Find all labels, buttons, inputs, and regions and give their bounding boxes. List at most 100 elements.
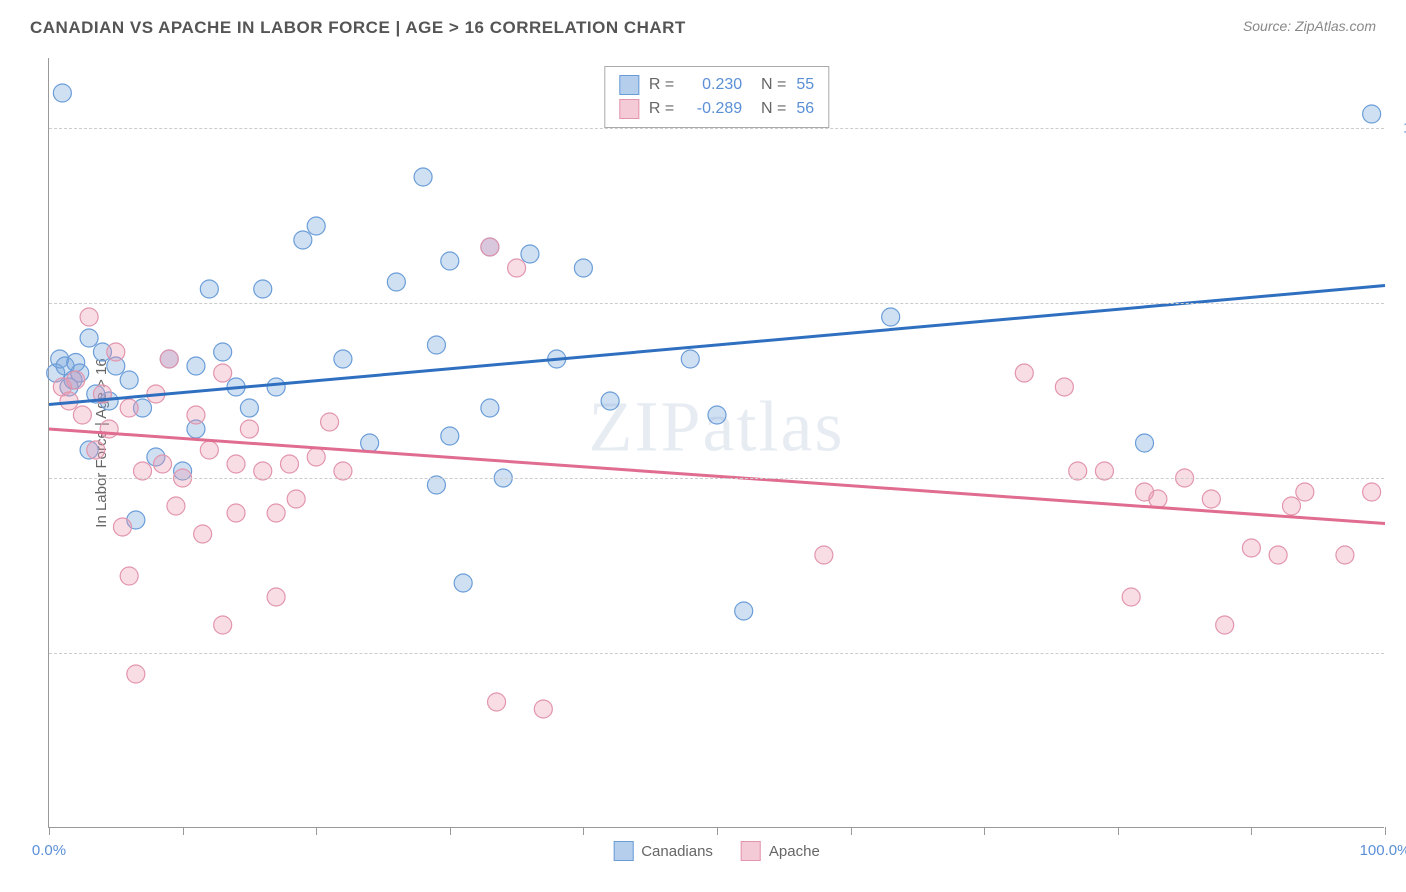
scatter-point <box>287 490 305 508</box>
stats-r-label: R = <box>649 76 674 94</box>
xtick <box>851 827 852 835</box>
source-attribution: Source: ZipAtlas.com <box>1243 18 1376 34</box>
scatter-point <box>427 336 445 354</box>
scatter-point <box>227 504 245 522</box>
scatter-point <box>521 245 539 263</box>
scatter-point <box>735 602 753 620</box>
scatter-point <box>1149 490 1167 508</box>
scatter-point <box>294 231 312 249</box>
gridline <box>49 653 1384 654</box>
scatter-point <box>1269 546 1287 564</box>
legend-swatch-canadians <box>613 841 633 861</box>
scatter-point <box>214 364 232 382</box>
scatter-point <box>681 350 699 368</box>
xtick <box>450 827 451 835</box>
stats-r-value-canadians: 0.230 <box>684 76 742 94</box>
scatter-point <box>160 350 178 368</box>
scatter-point <box>120 371 138 389</box>
scatter-point <box>200 280 218 298</box>
scatter-point <box>67 371 85 389</box>
scatter-point <box>267 588 285 606</box>
xtick-label-left: 0.0% <box>32 842 66 859</box>
scatter-point <box>307 448 325 466</box>
stats-swatch-apache <box>619 99 639 119</box>
legend-swatch-apache <box>741 841 761 861</box>
scatter-point <box>815 546 833 564</box>
stats-r-label: R = <box>649 100 674 118</box>
legend-item-canadians: Canadians <box>613 841 713 861</box>
scatter-point <box>454 574 472 592</box>
scatter-point <box>80 329 98 347</box>
scatter-point <box>601 392 619 410</box>
stats-row-apache: R = -0.289 N = 56 <box>619 97 814 121</box>
xtick <box>1118 827 1119 835</box>
scatter-point <box>1282 497 1300 515</box>
scatter-point <box>882 308 900 326</box>
scatter-point <box>100 420 118 438</box>
legend-label: Canadians <box>641 843 713 860</box>
xtick-label-right: 100.0% <box>1360 842 1406 859</box>
scatter-point <box>113 518 131 536</box>
scatter-point <box>254 280 272 298</box>
scatter-point <box>154 455 172 473</box>
chart-title: CANADIAN VS APACHE IN LABOR FORCE | AGE … <box>30 18 686 38</box>
scatter-point <box>120 567 138 585</box>
scatter-point <box>194 525 212 543</box>
scatter-point <box>1136 434 1154 452</box>
scatter-plot-svg <box>49 58 1384 827</box>
scatter-point <box>200 441 218 459</box>
scatter-point <box>481 238 499 256</box>
scatter-point <box>708 406 726 424</box>
scatter-point <box>1015 364 1033 382</box>
scatter-point <box>80 308 98 326</box>
scatter-point <box>187 406 205 424</box>
scatter-point <box>107 343 125 361</box>
xtick <box>1251 827 1252 835</box>
scatter-point <box>321 413 339 431</box>
scatter-point <box>534 700 552 718</box>
scatter-point <box>441 427 459 445</box>
scatter-point <box>574 259 592 277</box>
xtick <box>717 827 718 835</box>
scatter-point <box>73 406 91 424</box>
stats-swatch-canadians <box>619 75 639 95</box>
scatter-point <box>1216 616 1234 634</box>
gridline <box>49 128 1384 129</box>
scatter-point <box>267 504 285 522</box>
ytick-label: 100.0% <box>1394 120 1406 137</box>
ytick-label: 75.0% <box>1394 295 1406 312</box>
scatter-point <box>361 434 379 452</box>
xtick <box>583 827 584 835</box>
scatter-point <box>53 84 71 102</box>
legend-item-apache: Apache <box>741 841 820 861</box>
scatter-point <box>334 350 352 368</box>
scatter-point <box>508 259 526 277</box>
stats-n-value-apache: 56 <box>796 100 814 118</box>
gridline <box>49 303 1384 304</box>
xtick <box>984 827 985 835</box>
scatter-point <box>414 168 432 186</box>
scatter-point <box>441 252 459 270</box>
xtick <box>316 827 317 835</box>
scatter-point <box>240 399 258 417</box>
scatter-point <box>267 378 285 396</box>
scatter-point <box>240 420 258 438</box>
scatter-point <box>1242 539 1260 557</box>
xtick <box>183 827 184 835</box>
scatter-point <box>1336 546 1354 564</box>
scatter-point <box>214 343 232 361</box>
legend-label: Apache <box>769 843 820 860</box>
scatter-point <box>387 273 405 291</box>
scatter-point <box>481 399 499 417</box>
scatter-point <box>1055 378 1073 396</box>
scatter-point <box>1363 483 1381 501</box>
xtick <box>49 827 50 835</box>
stats-row-canadians: R = 0.230 N = 55 <box>619 73 814 97</box>
stats-r-value-apache: -0.289 <box>684 100 742 118</box>
stats-n-label: N = <box>752 100 786 118</box>
scatter-point <box>127 665 145 683</box>
scatter-point <box>280 455 298 473</box>
scatter-point <box>1202 490 1220 508</box>
gridline <box>49 478 1384 479</box>
scatter-point <box>87 441 105 459</box>
